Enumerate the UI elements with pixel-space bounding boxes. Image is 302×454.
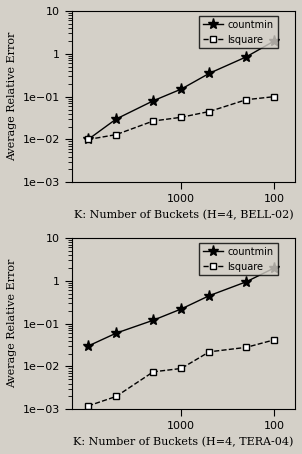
countmin xyxy=(86,137,90,142)
Line: lsquare: lsquare xyxy=(85,93,278,143)
Line: countmin: countmin xyxy=(82,35,280,145)
countmin xyxy=(151,317,155,323)
X-axis label: K: Number of Buckets (H=4, BELL-02): K: Number of Buckets (H=4, BELL-02) xyxy=(74,210,293,220)
countmin xyxy=(273,38,276,44)
Line: lsquare: lsquare xyxy=(85,336,278,410)
countmin xyxy=(207,293,211,298)
Legend: countmin, lsquare: countmin, lsquare xyxy=(199,16,278,49)
countmin xyxy=(245,54,248,59)
lsquare xyxy=(273,94,276,99)
lsquare xyxy=(114,394,118,399)
lsquare xyxy=(86,403,90,409)
countmin xyxy=(179,86,183,92)
Legend: countmin, lsquare: countmin, lsquare xyxy=(199,243,278,276)
lsquare xyxy=(151,369,155,375)
countmin xyxy=(86,343,90,349)
lsquare xyxy=(179,114,183,120)
countmin xyxy=(207,71,211,76)
countmin xyxy=(273,265,276,271)
Y-axis label: Average Relative Error: Average Relative Error xyxy=(7,259,17,388)
countmin xyxy=(114,116,118,122)
countmin xyxy=(151,98,155,104)
lsquare xyxy=(245,97,248,103)
Line: countmin: countmin xyxy=(82,262,280,351)
lsquare xyxy=(207,349,211,355)
lsquare xyxy=(179,366,183,371)
lsquare xyxy=(151,118,155,124)
lsquare xyxy=(114,132,118,138)
countmin xyxy=(245,279,248,285)
Y-axis label: Average Relative Error: Average Relative Error xyxy=(7,32,17,161)
X-axis label: K: Number of Buckets (H=4, TERA-04): K: Number of Buckets (H=4, TERA-04) xyxy=(73,437,294,447)
lsquare xyxy=(273,337,276,342)
countmin xyxy=(114,331,118,336)
lsquare xyxy=(245,345,248,350)
lsquare xyxy=(207,109,211,114)
lsquare xyxy=(86,137,90,142)
countmin xyxy=(179,306,183,312)
